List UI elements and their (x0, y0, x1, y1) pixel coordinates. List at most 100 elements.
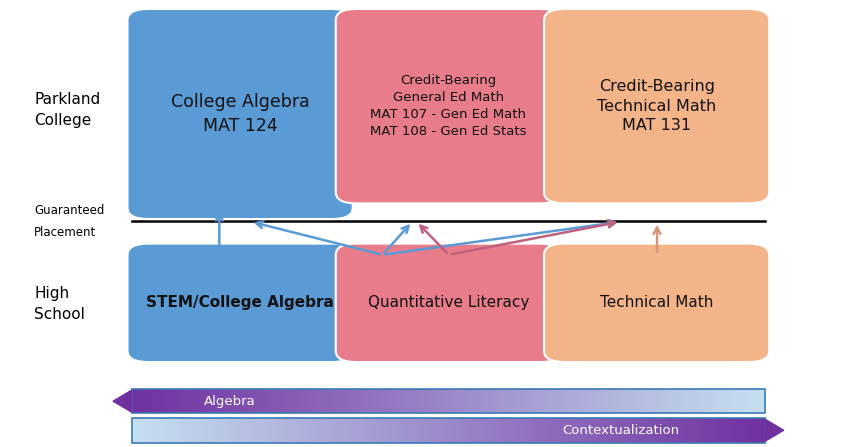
Bar (246, 418, 248, 443)
Bar (217, 418, 218, 443)
Bar (592, 389, 593, 413)
Bar (566, 389, 568, 413)
Bar (604, 389, 606, 413)
Bar (201, 418, 204, 443)
Bar (473, 389, 475, 413)
Bar (467, 389, 468, 413)
Bar (437, 389, 439, 413)
Bar (132, 389, 765, 413)
Bar (579, 418, 581, 443)
Bar (136, 389, 138, 413)
Bar (661, 389, 663, 413)
Bar (729, 389, 731, 413)
Bar (683, 418, 684, 443)
Bar (201, 389, 204, 413)
Bar (649, 418, 650, 443)
Bar (638, 418, 640, 443)
Bar (532, 418, 534, 443)
Bar (661, 418, 663, 443)
Bar (509, 389, 511, 413)
Bar (227, 389, 230, 413)
Bar (384, 418, 386, 443)
FancyBboxPatch shape (544, 9, 769, 203)
Bar (197, 389, 200, 413)
Bar (697, 418, 700, 443)
Bar (451, 418, 454, 443)
Text: Technical Math: Technical Math (600, 295, 713, 310)
Bar (223, 418, 225, 443)
Bar (714, 418, 717, 443)
Bar (183, 389, 184, 413)
Bar (178, 389, 180, 413)
Bar (481, 389, 484, 413)
Bar (390, 418, 392, 443)
Bar (200, 418, 201, 443)
Bar (348, 418, 350, 443)
Bar (549, 389, 551, 413)
Bar (437, 418, 439, 443)
Bar (180, 389, 183, 413)
Text: STEM/College Algebra: STEM/College Algebra (146, 295, 334, 310)
Bar (521, 389, 524, 413)
Bar (485, 389, 488, 413)
Bar (339, 418, 342, 443)
Bar (174, 418, 176, 443)
Bar (454, 389, 456, 413)
Bar (532, 389, 534, 413)
Bar (176, 389, 178, 413)
Bar (159, 418, 162, 443)
Bar (640, 418, 642, 443)
Bar (403, 389, 405, 413)
Bar (367, 389, 369, 413)
Bar (399, 389, 400, 413)
Bar (299, 389, 301, 413)
Bar (712, 389, 714, 413)
Bar (430, 389, 433, 413)
Bar (657, 389, 659, 413)
Bar (701, 418, 704, 443)
Bar (488, 418, 490, 443)
Bar (286, 389, 288, 413)
Bar (525, 418, 528, 443)
Bar (509, 418, 511, 443)
Bar (547, 389, 549, 413)
Bar (299, 418, 301, 443)
Bar (598, 418, 600, 443)
Bar (742, 389, 744, 413)
Bar (390, 389, 392, 413)
Bar (740, 418, 742, 443)
Bar (269, 389, 271, 413)
Bar (157, 389, 159, 413)
FancyBboxPatch shape (128, 9, 353, 219)
Bar (570, 389, 572, 413)
Bar (738, 418, 740, 443)
Bar (149, 389, 150, 413)
Bar (417, 389, 420, 413)
Bar (536, 418, 538, 443)
Bar (734, 418, 735, 443)
Bar (551, 418, 553, 443)
Bar (708, 418, 710, 443)
Bar (309, 418, 312, 443)
Bar (484, 389, 485, 413)
Bar (318, 389, 320, 413)
Bar (335, 418, 337, 443)
Bar (722, 418, 725, 443)
Bar (278, 418, 280, 443)
Bar (189, 418, 191, 443)
Bar (700, 418, 701, 443)
Bar (636, 418, 638, 443)
Bar (303, 389, 305, 413)
Bar (172, 389, 174, 413)
Bar (359, 389, 360, 413)
Bar (326, 418, 329, 443)
Bar (646, 418, 649, 443)
Bar (718, 389, 721, 413)
Bar (761, 389, 763, 413)
Bar (420, 418, 422, 443)
Bar (133, 389, 136, 413)
Bar (369, 389, 371, 413)
Bar (742, 418, 744, 443)
Bar (196, 418, 197, 443)
Bar (180, 418, 183, 443)
